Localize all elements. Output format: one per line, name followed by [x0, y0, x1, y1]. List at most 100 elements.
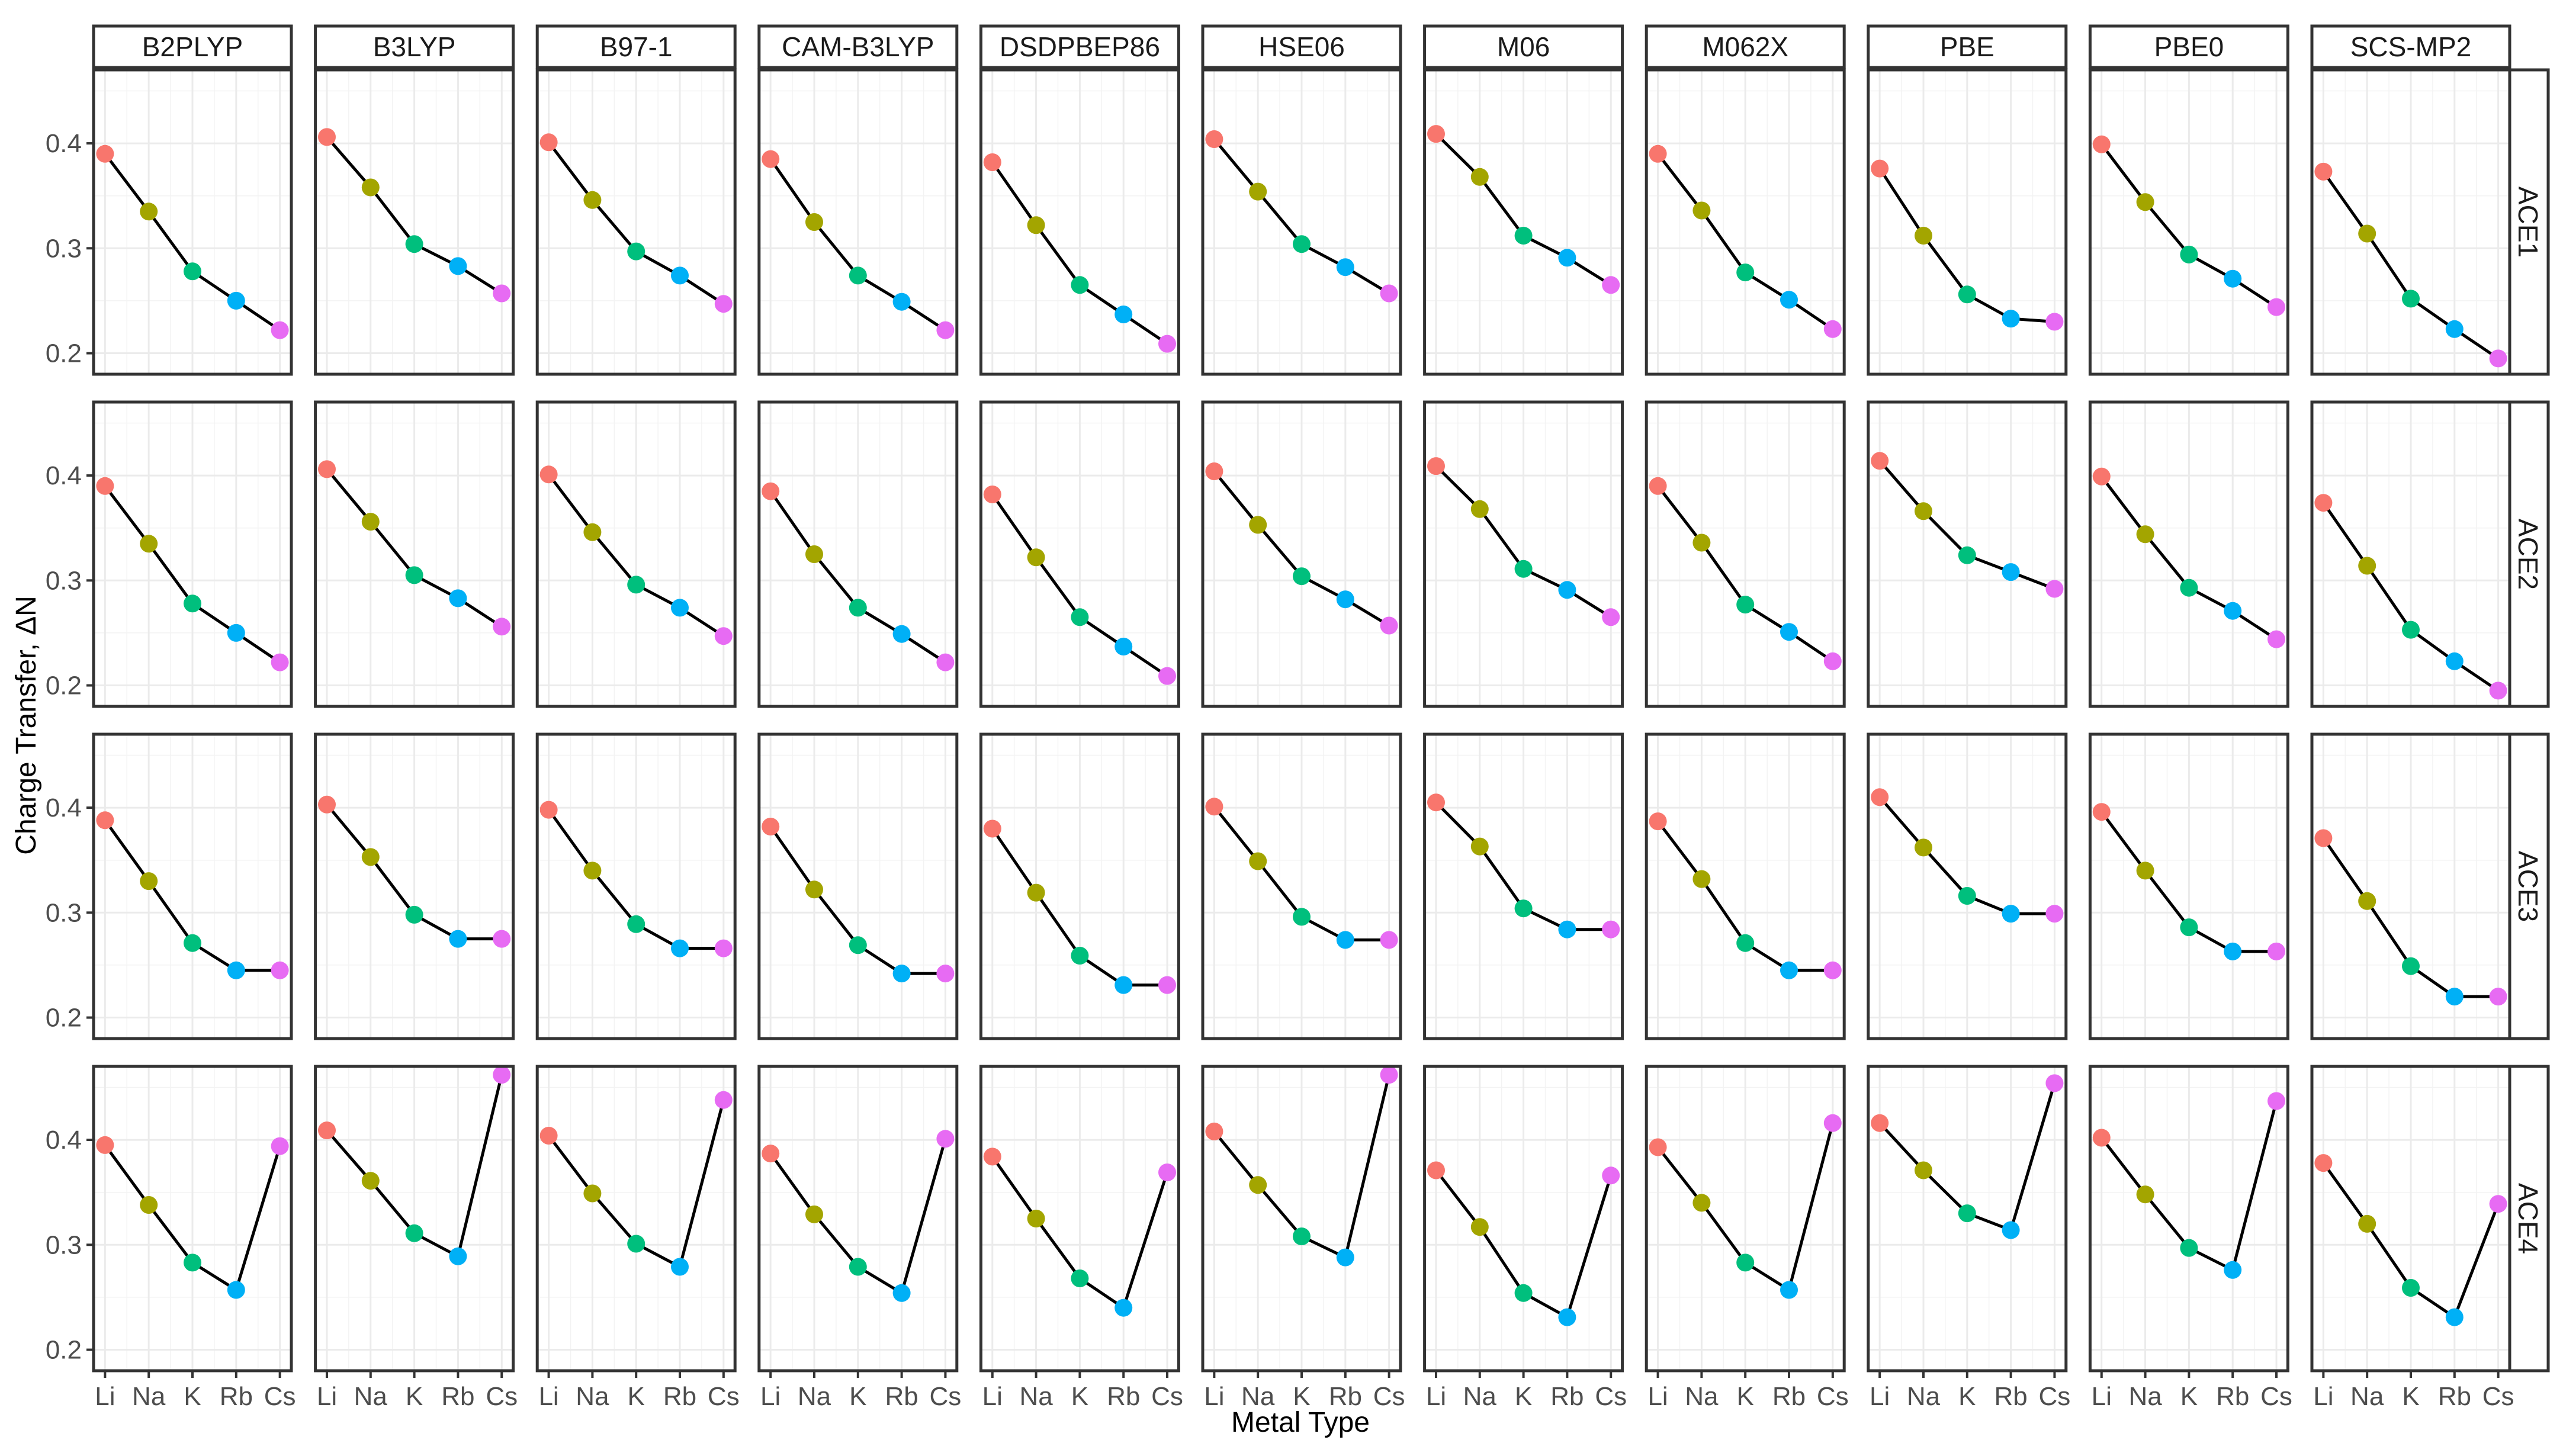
data-point-na — [361, 848, 380, 866]
panel-ace3-m06 — [1423, 732, 1624, 1040]
column-strip-label: CAM-B3LYP — [782, 31, 934, 62]
data-point-rb — [1115, 638, 1133, 655]
panel-ace2-hse06 — [1201, 400, 1402, 708]
data-point-rb — [227, 623, 245, 642]
x-tick-label: Na — [1685, 1382, 1719, 1411]
data-point-rb — [2224, 942, 2242, 960]
data-point-na — [805, 213, 823, 231]
data-point-na — [1027, 216, 1045, 234]
data-point-cs — [2267, 942, 2285, 960]
panel-ace4-b3lyp — [314, 1065, 515, 1373]
x-tick-label: K — [628, 1382, 645, 1411]
panel-ace2-cam-b3lyp — [757, 400, 959, 708]
x-tick-label: Cs — [2260, 1382, 2292, 1411]
x-tick-label: Li — [538, 1382, 558, 1411]
data-point-rb — [1780, 961, 1798, 979]
data-point-li — [983, 1148, 1001, 1166]
x-tick-label: Na — [1907, 1382, 1941, 1411]
data-point-li — [96, 811, 114, 830]
data-point-rb — [449, 589, 467, 608]
data-point-k — [1293, 908, 1311, 926]
data-point-cs — [1823, 652, 1842, 670]
data-point-li — [983, 819, 1001, 838]
data-point-rb — [227, 291, 245, 310]
x-tick-label: K — [849, 1382, 866, 1411]
panel-border — [535, 732, 737, 1040]
data-point-na — [1915, 838, 1932, 857]
panel-border — [1645, 400, 1846, 708]
data-point-cs — [936, 1130, 955, 1148]
x-tick-label: K — [1071, 1382, 1088, 1411]
panel-ace3-b2plyp — [92, 732, 293, 1040]
data-point-na — [1027, 548, 1045, 567]
data-point-k — [849, 599, 867, 617]
data-point-li — [1427, 457, 1445, 475]
data-point-k — [2402, 290, 2420, 308]
x-tick-label: Rb — [885, 1382, 918, 1411]
data-point-li — [1649, 477, 1667, 495]
data-point-na — [2136, 862, 2154, 880]
data-point-rb — [449, 930, 467, 948]
data-point-k — [849, 266, 867, 285]
data-point-li — [1427, 125, 1445, 143]
data-point-rb — [892, 965, 911, 983]
column-strip-label: B97-1 — [600, 31, 673, 62]
panel-ace3-b3lyp — [314, 732, 515, 1040]
data-point-cs — [2267, 1092, 2285, 1110]
data-point-cs — [2045, 313, 2064, 331]
data-point-na — [1470, 500, 1489, 518]
x-tick-label: Na — [576, 1382, 609, 1411]
data-point-rb — [671, 266, 689, 285]
panel-ace3-scs-mp2 — [2310, 732, 2511, 1040]
panel-ace4-m062x — [1645, 1065, 1846, 1373]
x-tick-label: K — [1737, 1382, 1754, 1411]
x-tick-label: Rb — [2438, 1382, 2471, 1411]
data-point-na — [1027, 883, 1045, 902]
data-point-na — [1692, 533, 1711, 552]
panel-border — [1867, 400, 2068, 708]
data-point-cs — [271, 321, 289, 339]
panel-border — [1423, 732, 1624, 1040]
data-point-k — [1736, 1253, 1755, 1272]
data-point-k — [627, 1235, 645, 1253]
data-point-k — [1736, 596, 1755, 614]
x-tick-label: Cs — [1373, 1382, 1405, 1411]
row-strip-ace1 — [2506, 68, 2550, 376]
x-tick-label: Cs — [1595, 1382, 1627, 1411]
panel-ace1-m062x — [1645, 68, 1846, 376]
x-tick-label: K — [406, 1382, 423, 1411]
panel-ace3-pbe0 — [2088, 732, 2289, 1040]
y-tick-label: 0.3 — [46, 234, 82, 263]
x-tick-label: Cs — [264, 1382, 296, 1411]
panel-border — [1867, 732, 2068, 1040]
panel-ace3-dsdpbep86 — [979, 732, 1180, 1040]
data-point-rb — [1780, 1281, 1798, 1299]
data-point-na — [1249, 516, 1267, 534]
column-strip-label: PBE — [1940, 31, 1994, 62]
data-point-li — [1205, 798, 1223, 816]
data-point-rb — [1115, 1298, 1133, 1317]
x-tick-label: K — [2402, 1382, 2419, 1411]
data-point-cs — [936, 965, 955, 983]
panel-ace2-b97-1 — [535, 400, 737, 708]
data-point-k — [1958, 1204, 1976, 1223]
panel-border — [757, 68, 959, 376]
data-point-rb — [2445, 320, 2464, 338]
panel-ace2-dsdpbep86 — [979, 400, 1180, 708]
data-point-rb — [2002, 310, 2020, 328]
panel-ace2-pbe — [1867, 400, 2068, 708]
panel-ace3-cam-b3lyp — [757, 732, 959, 1040]
data-point-rb — [1115, 306, 1133, 323]
data-point-li — [1871, 159, 1889, 178]
panel-border — [1645, 732, 1846, 1040]
data-point-li — [2092, 135, 2111, 153]
data-point-cs — [493, 930, 511, 948]
x-tick-label: Na — [1241, 1382, 1275, 1411]
x-tick-label: K — [2180, 1382, 2198, 1411]
data-point-li — [318, 795, 336, 814]
data-point-li — [539, 801, 558, 819]
data-point-k — [2402, 1279, 2420, 1297]
panel-border — [979, 68, 1180, 376]
data-point-k — [2180, 1239, 2198, 1257]
panel-border — [1423, 400, 1624, 708]
